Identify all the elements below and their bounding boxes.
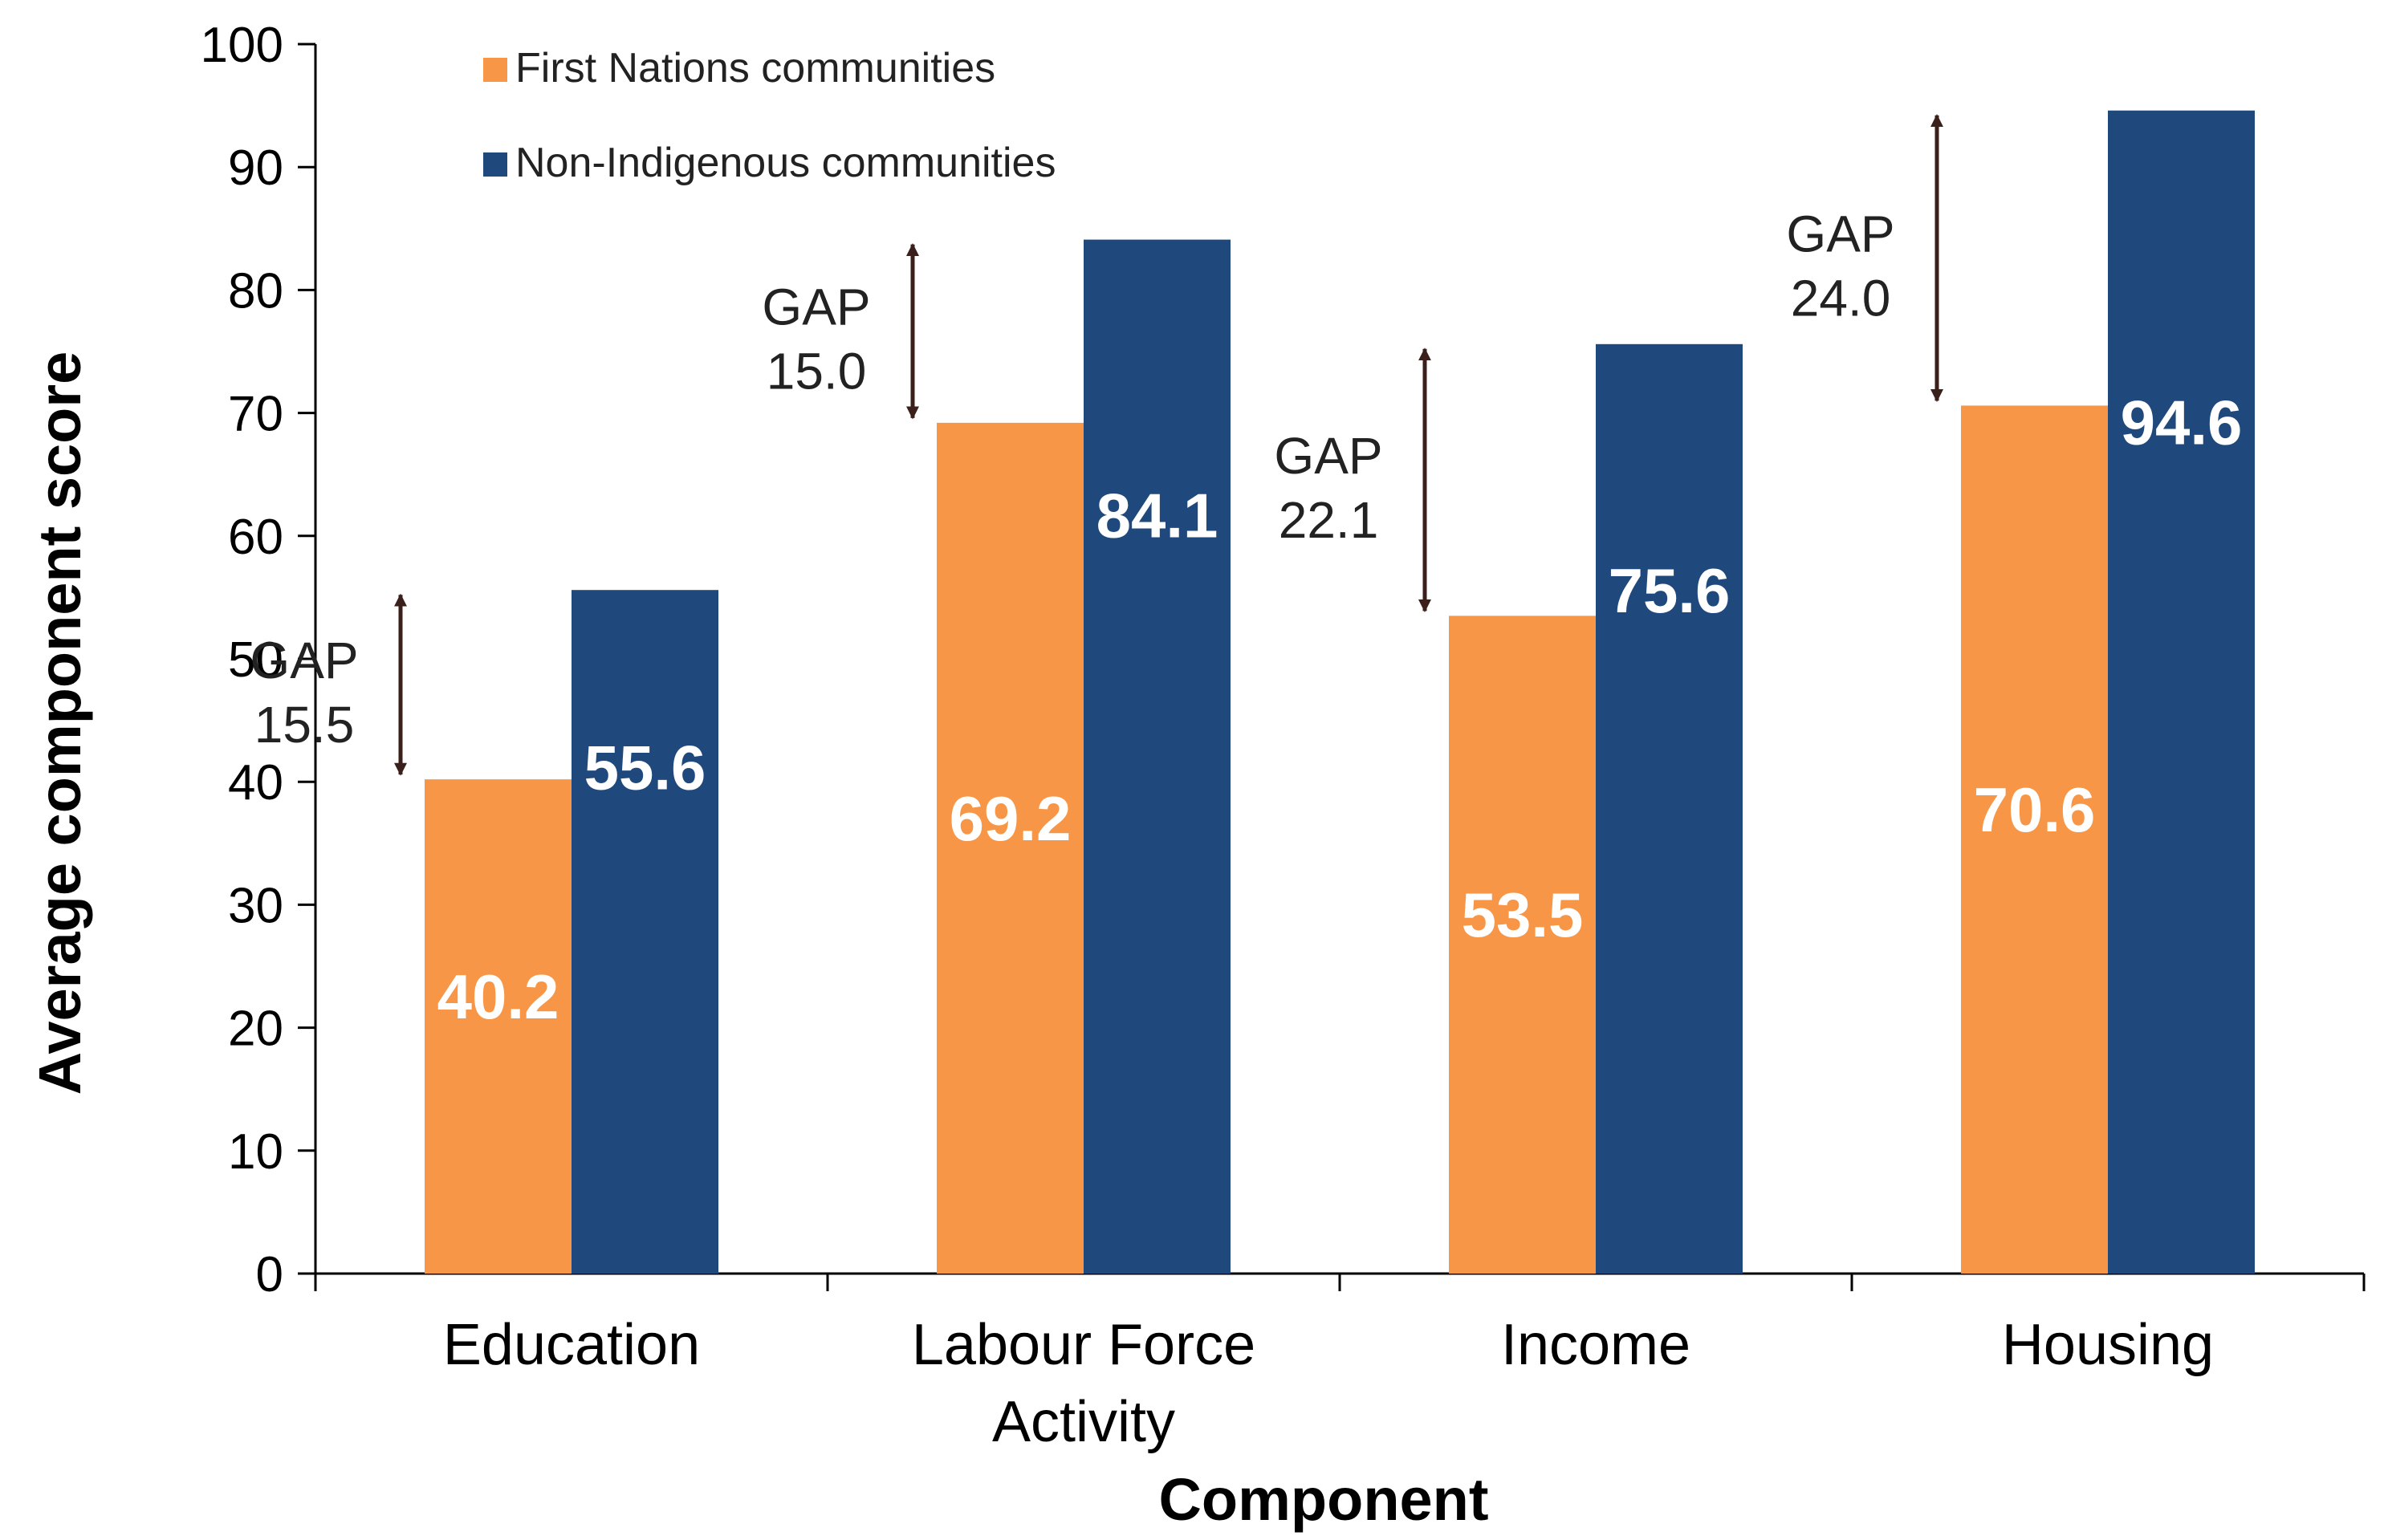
y-tick-label: 40 bbox=[228, 755, 283, 811]
x-axis-title: Component bbox=[1158, 1466, 1488, 1533]
bar-non-indigenous bbox=[1084, 239, 1231, 1274]
bar-value-label: 84.1 bbox=[1096, 480, 1218, 551]
legend-label: Non-Indigenous communities bbox=[515, 140, 1056, 186]
x-tick-label: Education bbox=[443, 1313, 700, 1377]
gap-label: GAP bbox=[1274, 427, 1382, 485]
bar-first-nations bbox=[425, 779, 572, 1274]
gap-label: GAP bbox=[250, 632, 358, 689]
x-tick-label: Labour Force Activity bbox=[912, 1313, 1255, 1454]
bar-non-indigenous bbox=[2108, 110, 2255, 1274]
bar-value-label: 40.2 bbox=[437, 961, 559, 1032]
y-tick-label: 90 bbox=[228, 140, 283, 196]
y-tick-label: 50 bbox=[228, 632, 283, 688]
bar-value-label: 70.6 bbox=[1974, 774, 2096, 845]
y-tick-label: 0 bbox=[256, 1247, 283, 1302]
gap-value: 22.1 bbox=[1279, 491, 1379, 549]
gap-annotations: GAP 15.5 GAP 15.0 GAP 22.1 GAP 24.0 bbox=[250, 114, 1944, 776]
y-tick-label: 80 bbox=[228, 263, 283, 319]
axes: 0 10 20 30 40 50 60 70 80 90 100 Education Labour Fo… bbox=[201, 18, 2366, 1454]
legend-swatch bbox=[483, 58, 507, 82]
bar-value-label: 53.5 bbox=[1462, 880, 1584, 950]
y-axis-title: Average component score bbox=[26, 351, 93, 1095]
bar-first-nations bbox=[1961, 405, 2108, 1274]
legend-swatch bbox=[483, 152, 507, 177]
gap-label: GAP bbox=[762, 278, 870, 336]
y-tick-label: 60 bbox=[228, 510, 283, 565]
bar-value-label: 94.6 bbox=[2121, 388, 2243, 458]
y-tick-label: 10 bbox=[228, 1124, 283, 1180]
legend-label: First Nations communities bbox=[515, 45, 995, 91]
gap-value: 15.0 bbox=[767, 343, 867, 400]
gap-value: 15.5 bbox=[254, 696, 355, 754]
legend: First Nations communities Non-Indigenous … bbox=[483, 45, 1056, 186]
y-tick-label: 70 bbox=[228, 387, 283, 442]
y-tick-label: 30 bbox=[228, 878, 283, 933]
y-tick-label: 20 bbox=[228, 1002, 283, 1057]
bar-value-label: 69.2 bbox=[950, 783, 1072, 854]
y-tick-label: 100 bbox=[201, 18, 283, 73]
gap-value: 24.0 bbox=[1791, 270, 1891, 327]
bar-non-indigenous bbox=[1596, 343, 1743, 1274]
bar-value-label: 75.6 bbox=[1609, 555, 1731, 626]
x-tick-label: Housing bbox=[2002, 1313, 2214, 1377]
x-tick-label: Income bbox=[1501, 1313, 1690, 1377]
bar-first-nations bbox=[1449, 616, 1596, 1274]
bar-value-label: 55.6 bbox=[584, 733, 706, 803]
bar-non-indigenous bbox=[572, 590, 718, 1274]
bar-first-nations bbox=[937, 422, 1084, 1274]
bars: 40.2 55.6 69.2 84.1 53.5 75.6 70.6 94.6 bbox=[425, 110, 2255, 1274]
gap-label: GAP bbox=[1786, 205, 1894, 263]
